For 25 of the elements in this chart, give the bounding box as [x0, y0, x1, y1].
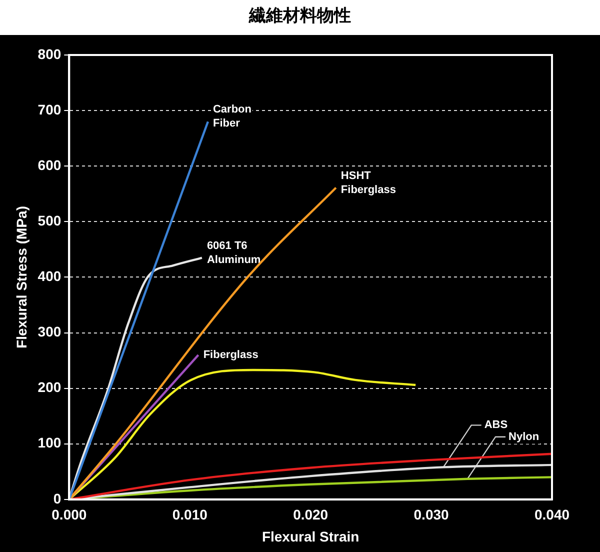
line-series [69, 368, 417, 500]
y-axis-title: Flexural Stress (MPa) [13, 206, 30, 348]
y-tick-label: 600 [38, 156, 62, 173]
series-label: Fiberglass [203, 349, 258, 361]
y-tick-label: 200 [38, 379, 62, 396]
x-tick-label: 0.020 [293, 506, 328, 523]
x-tick-label: 0.000 [52, 506, 87, 523]
y-tick-label: 100 [38, 434, 62, 451]
x-axis-title: Flexural Strain [262, 528, 360, 544]
x-tick-label: 0.040 [534, 506, 570, 523]
y-tick-label: 700 [38, 101, 62, 118]
x-tick-label: 0.010 [172, 506, 208, 523]
series-label: HSHT Fiberglass [340, 170, 396, 196]
chart-title: 繊維材料物性 [248, 5, 352, 27]
text: ABS [484, 419, 508, 432]
y-tick-label: 400 [38, 268, 62, 284]
x-tick-label: 0.030 [414, 506, 450, 523]
series-label: 6061 T6 Aluminum [206, 240, 261, 266]
text: Nylon [508, 430, 540, 443]
line-series [69, 186, 338, 500]
y-tick-label: 800 [38, 46, 62, 62]
y-tick-label: 500 [38, 212, 62, 229]
y-tick-label: 0 [53, 490, 62, 506]
series-label: Carbon Fiber [212, 104, 252, 130]
y-tick-label: 300 [38, 324, 62, 340]
